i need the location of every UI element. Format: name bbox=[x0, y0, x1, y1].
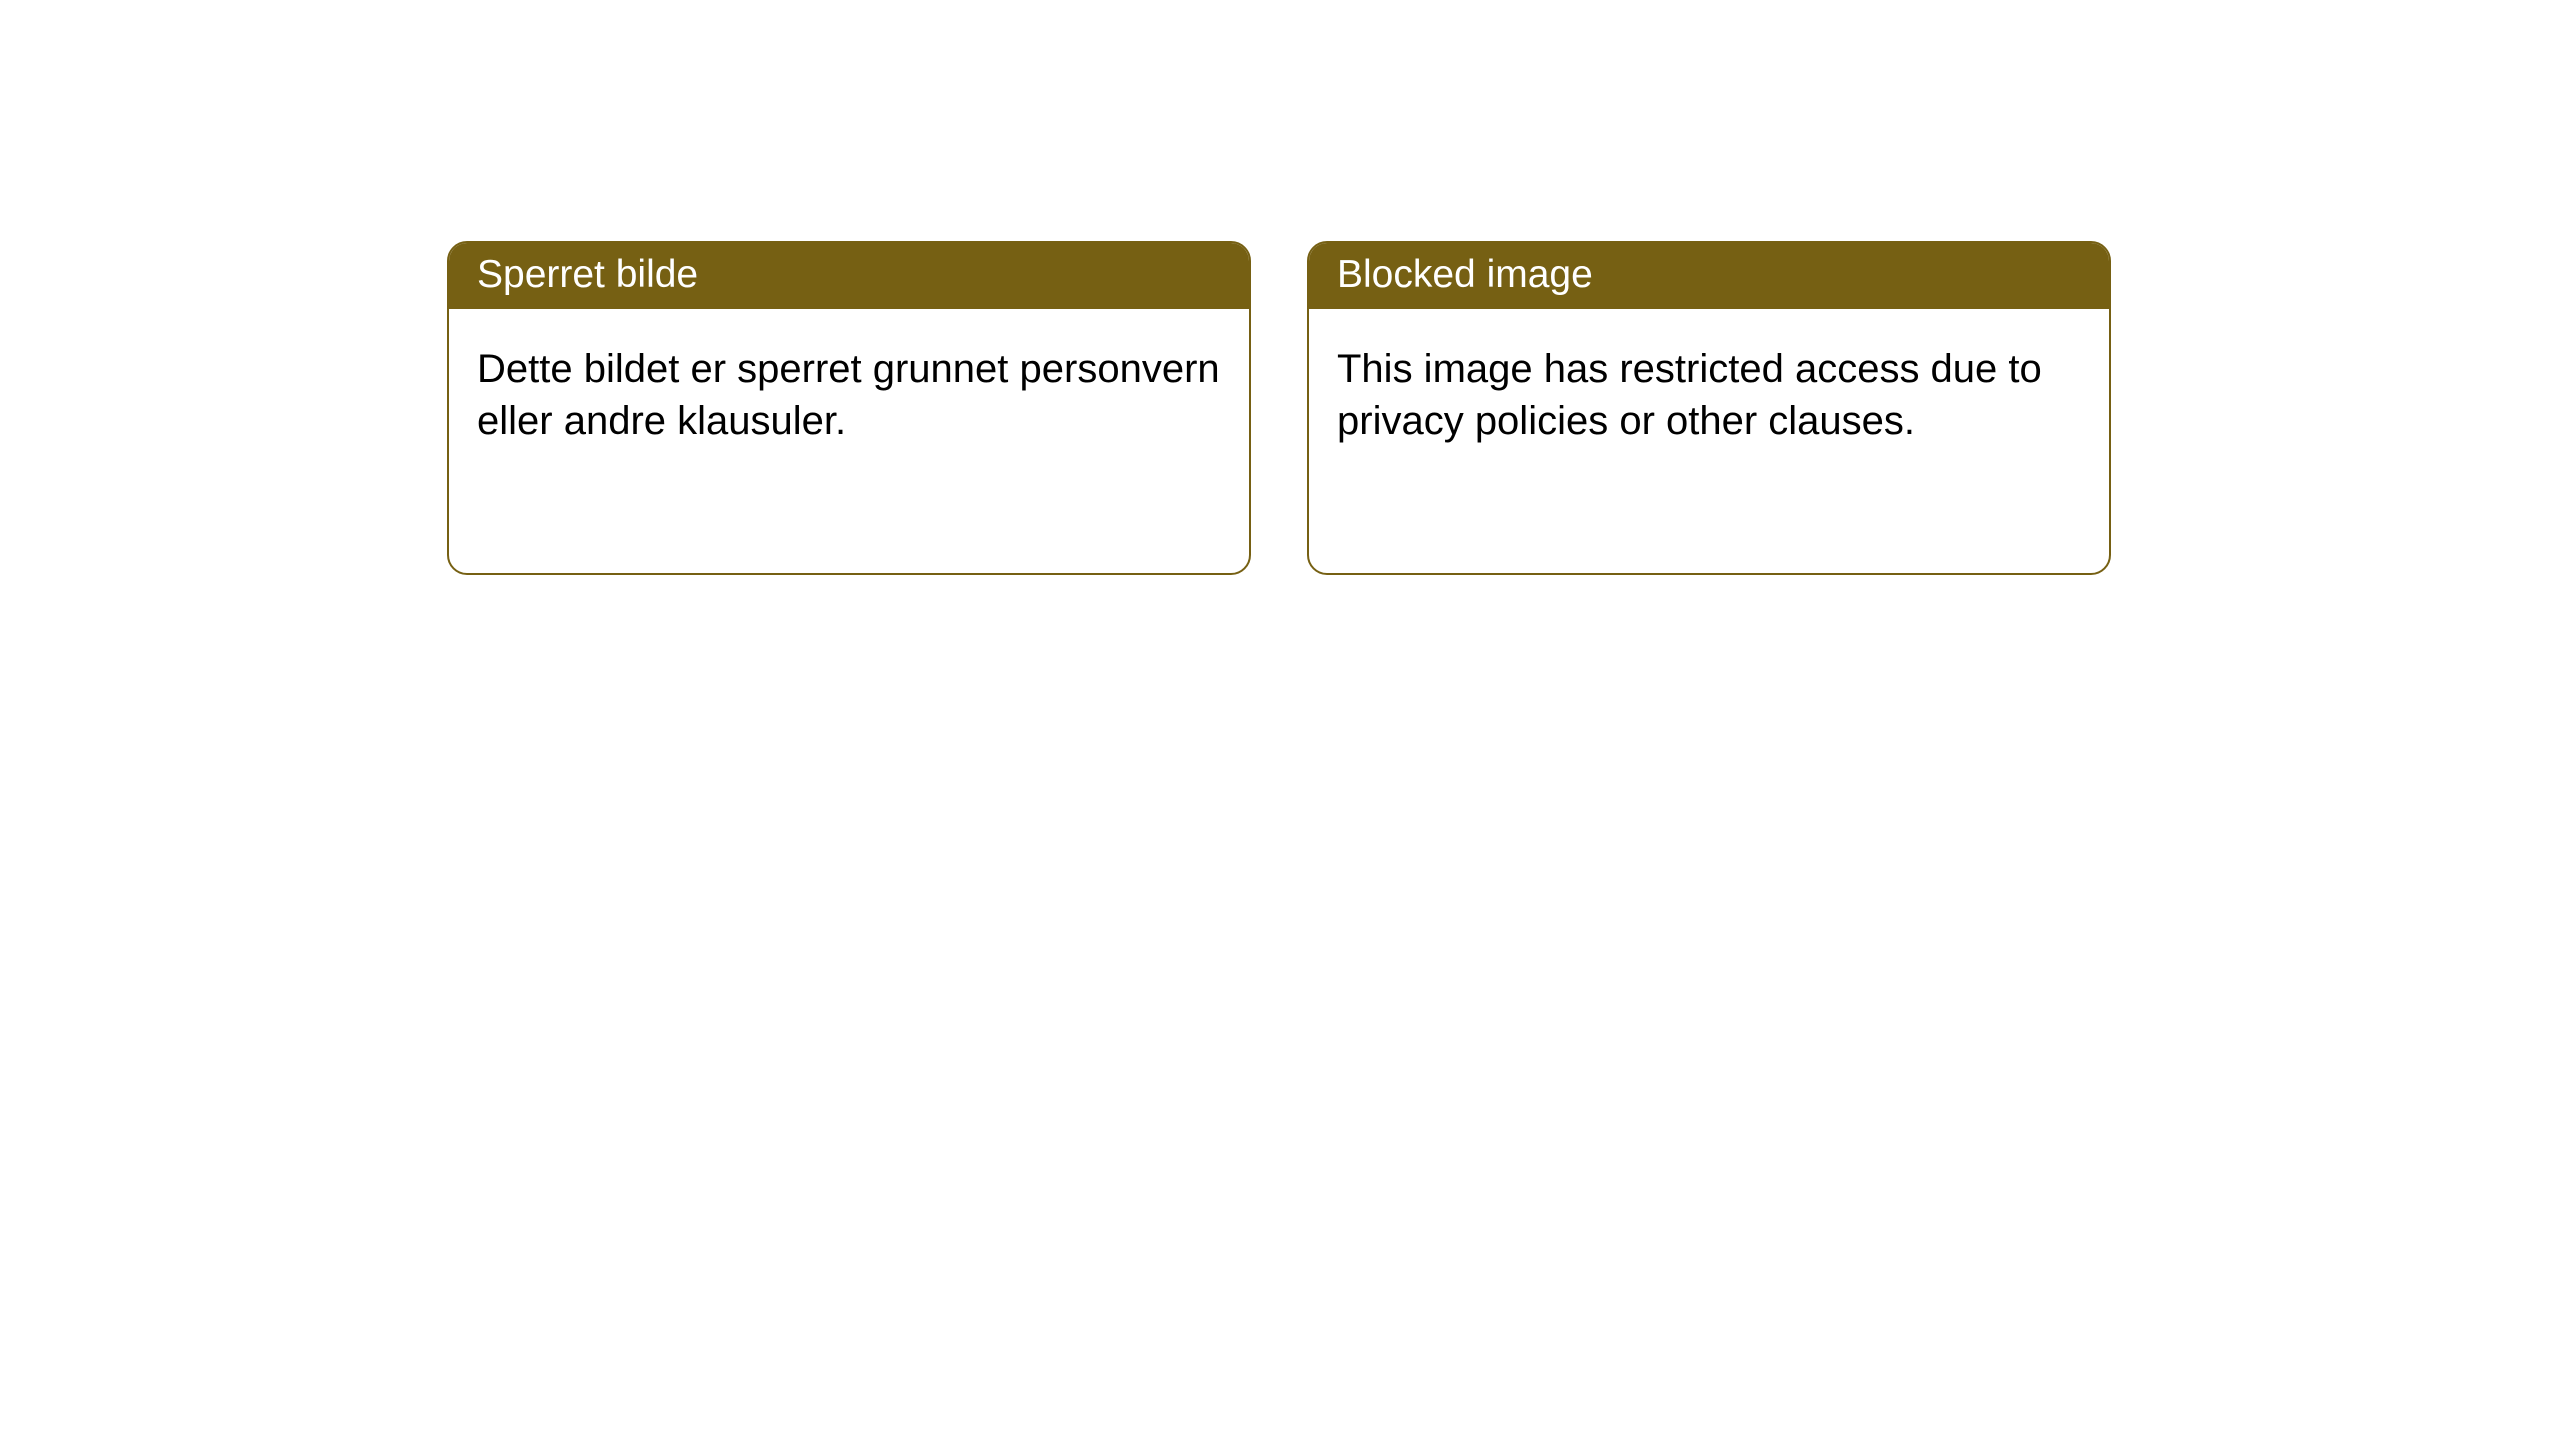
card-header: Sperret bilde bbox=[449, 243, 1249, 309]
notice-card-english: Blocked image This image has restricted … bbox=[1307, 241, 2111, 575]
card-body: Dette bildet er sperret grunnet personve… bbox=[449, 309, 1249, 481]
card-body: This image has restricted access due to … bbox=[1309, 309, 2109, 481]
notice-card-norwegian: Sperret bilde Dette bildet er sperret gr… bbox=[447, 241, 1251, 575]
card-header: Blocked image bbox=[1309, 243, 2109, 309]
notice-cards-container: Sperret bilde Dette bildet er sperret gr… bbox=[447, 241, 2111, 575]
